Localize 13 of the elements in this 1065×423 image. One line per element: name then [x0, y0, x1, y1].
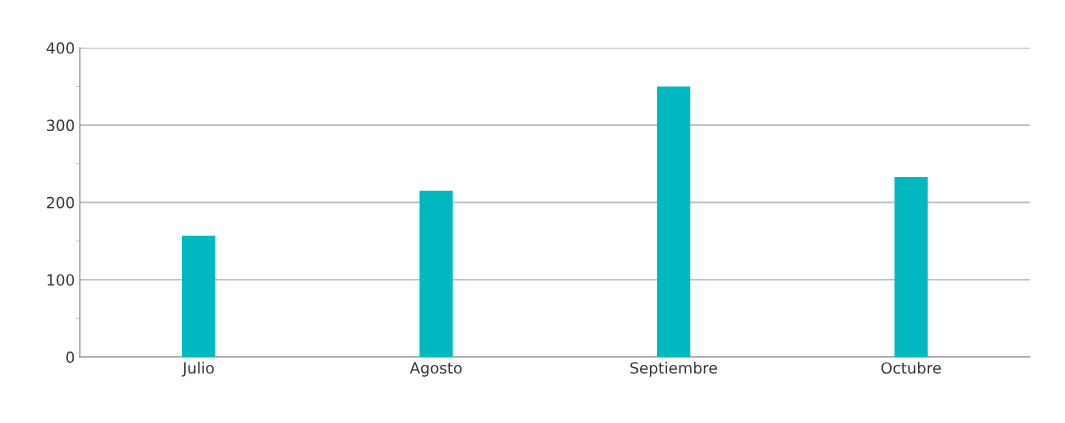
bar: [419, 190, 453, 358]
y-tick-label: 300: [47, 119, 74, 132]
y-tick-label: 0: [66, 351, 74, 364]
x-tick-label: Julio: [181, 361, 214, 377]
bar: [182, 235, 216, 358]
x-tick-label: Octubre: [881, 361, 941, 374]
x-tick-label: Agosto: [409, 362, 462, 377]
bar: [656, 86, 691, 358]
y-tick-label: 100: [47, 274, 74, 286]
bar: [894, 176, 928, 358]
y-tick-label: 400: [46, 42, 74, 54]
x-tick-label: Septiembre: [630, 361, 717, 377]
y-tick-label: 200: [46, 196, 74, 209]
